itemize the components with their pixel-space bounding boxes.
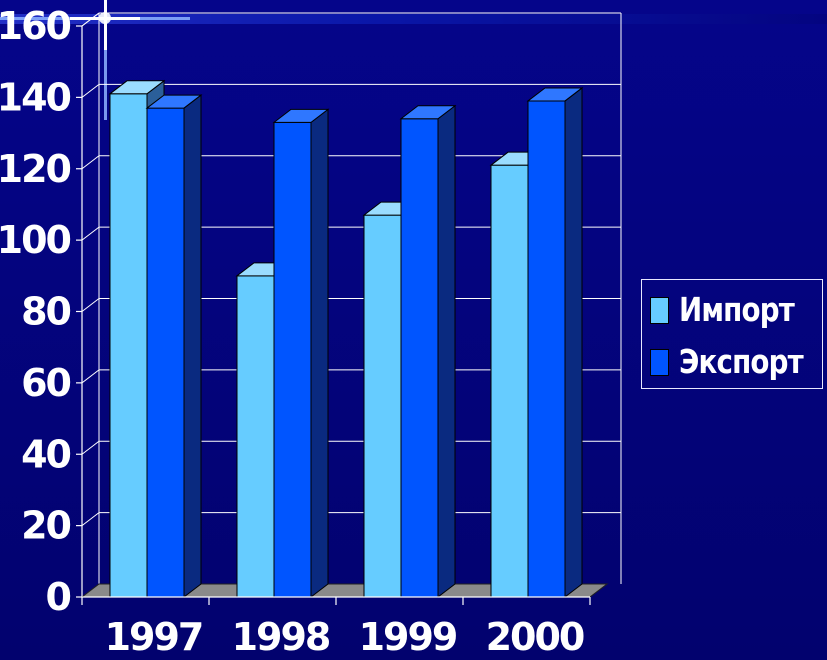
- gridline-side: [81, 226, 100, 241]
- x-tick-label: 1998: [232, 615, 330, 659]
- gridline-side: [81, 12, 100, 27]
- legend-label-import: Импорт: [679, 290, 795, 329]
- gridline-side: [81, 155, 100, 170]
- legend: Импорт Экспорт: [641, 279, 823, 389]
- bar-export-1998: [272, 108, 330, 599]
- gridline-side: [81, 369, 100, 384]
- y-tick-label: 0: [46, 575, 71, 619]
- y-tick-label: 140: [0, 75, 71, 119]
- gridline-side: [81, 298, 100, 312]
- y-tick-label: 80: [21, 290, 70, 334]
- gridline-side: [81, 83, 100, 98]
- bar-export-1999: [399, 104, 457, 599]
- y-tick-label: 160: [0, 4, 71, 48]
- y-tick-label: 40: [21, 432, 70, 476]
- legend-swatch-export: [650, 348, 669, 376]
- legend-label-export: Экспорт: [679, 342, 804, 381]
- sparkle-decoration: [0, 0, 190, 120]
- legend-item-import: Импорт: [650, 290, 816, 330]
- y-tick-label: 100: [0, 218, 71, 262]
- header-glow: [0, 14, 827, 24]
- legend-swatch-import: [650, 296, 669, 324]
- y-tick-label: 120: [0, 147, 71, 191]
- x-tick-label: 1997: [105, 615, 203, 659]
- y-axis: 0 20 40 60 80 100 120 140 160: [0, 4, 82, 619]
- y-tick-label: 60: [21, 361, 70, 405]
- y-tick-label: 20: [21, 504, 70, 548]
- bar-export-2000: [526, 86, 584, 599]
- gridline-side: [81, 440, 100, 455]
- x-axis: 1997 1998 1999 2000: [81, 596, 591, 659]
- bar-export-1997: [145, 94, 203, 599]
- x-tick-label: 1999: [359, 615, 457, 659]
- x-tick-label: 2000: [486, 615, 584, 659]
- legend-item-export: Экспорт: [650, 342, 826, 382]
- gridline-side: [81, 512, 100, 527]
